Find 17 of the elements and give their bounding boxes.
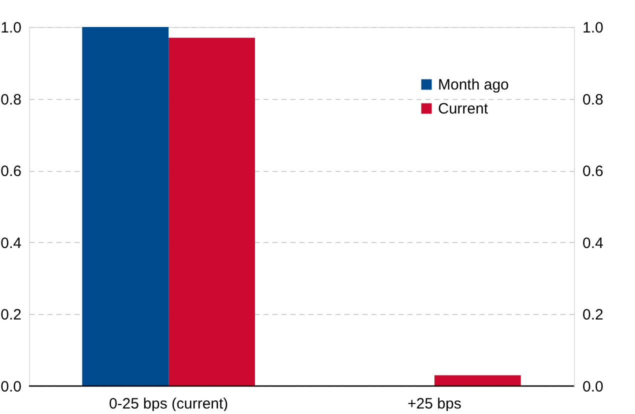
y2-tick-label: 0.0 [582, 378, 604, 396]
bar [168, 38, 255, 386]
legend-label: Month ago [438, 76, 509, 94]
bar [82, 27, 169, 386]
y-tick-label: 0.4 [0, 234, 22, 252]
y-tick-label: 1.0 [0, 20, 22, 36]
y-tick-label: 0.0 [0, 378, 22, 396]
y-tick-label: 0.8 [0, 91, 22, 108]
y2-tick-label: 0.8 [582, 91, 604, 108]
y2-tick-label: 1.0 [582, 20, 604, 36]
y2-tick-label: 0.4 [582, 234, 604, 252]
y2-tick-label: 0.6 [582, 163, 604, 180]
y-tick-label: 0.6 [0, 163, 22, 180]
y2-tick-label: 0.2 [582, 306, 604, 324]
bar [434, 375, 521, 386]
legend-label: Current [438, 100, 489, 118]
y-tick-label: 0.2 [0, 306, 22, 324]
